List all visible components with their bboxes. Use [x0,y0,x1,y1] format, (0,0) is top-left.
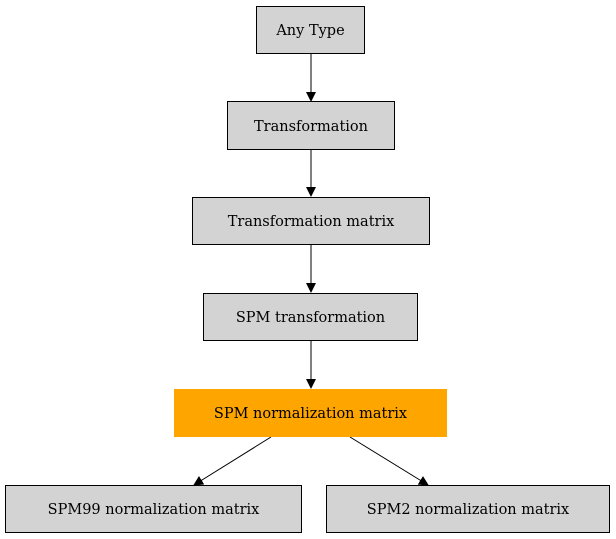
node-label: SPM transformation [236,310,385,326]
node-spm-transformation: SPM transformation [203,293,418,341]
node-any-type: Any Type [256,6,365,54]
edge-spm-normalization-to-spm2 [349,436,429,486]
node-transformation: Transformation [227,101,395,150]
node-label: Transformation [254,119,368,135]
edge-spm-normalization-to-spm99 [193,436,272,486]
node-transformation-matrix: Transformation matrix [192,197,430,245]
node-label: SPM99 normalization matrix [48,502,260,518]
node-label: Transformation matrix [228,214,395,230]
node-spm99-normalization-matrix: SPM99 normalization matrix [5,485,302,533]
node-label: SPM normalization matrix [214,406,407,422]
node-label: Any Type [275,23,344,39]
node-label: SPM2 normalization matrix [367,502,569,518]
node-spm-normalization-matrix: SPM normalization matrix [174,389,447,437]
node-spm2-normalization-matrix: SPM2 normalization matrix [326,485,610,533]
